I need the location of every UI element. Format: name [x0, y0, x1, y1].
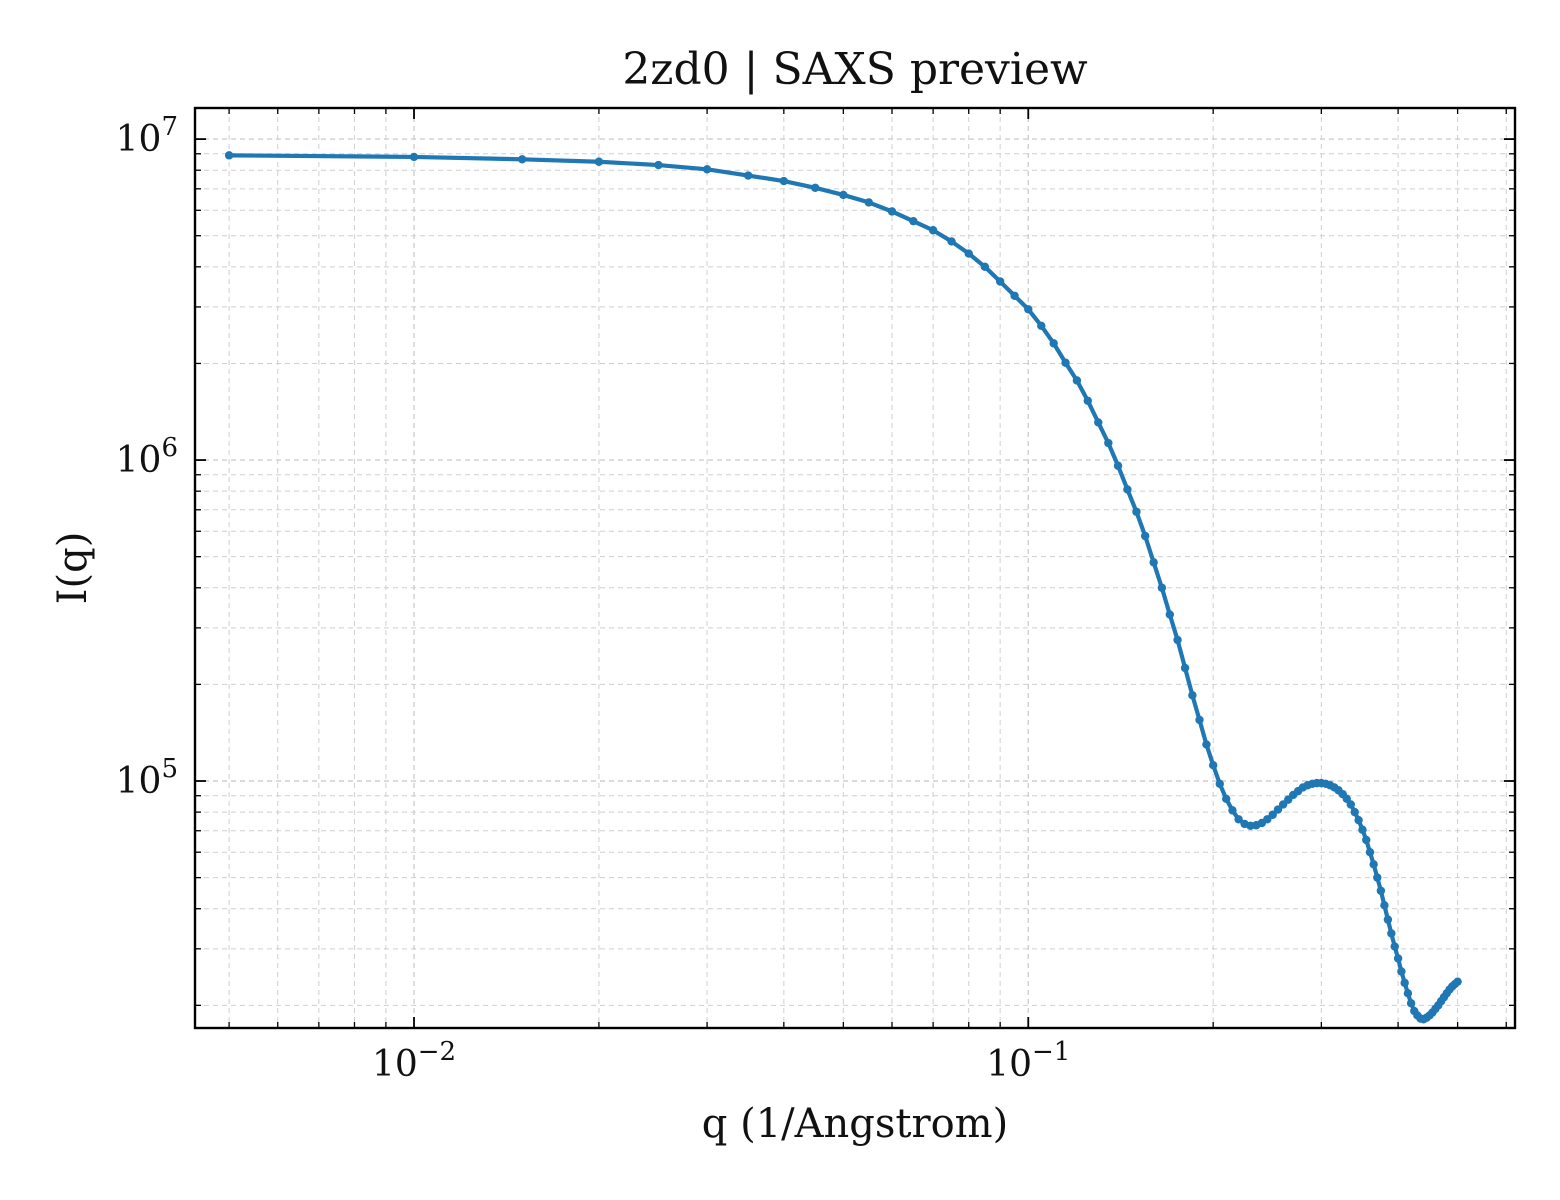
data-point — [1406, 999, 1416, 1008]
data-point — [1010, 291, 1019, 300]
data-point — [409, 152, 419, 162]
data-point — [1358, 825, 1367, 834]
data-point — [909, 216, 918, 226]
data-point — [1268, 810, 1277, 819]
data-point — [1037, 321, 1046, 331]
data-point — [1188, 691, 1197, 700]
data-point — [1123, 485, 1132, 494]
data-point — [1024, 305, 1033, 314]
data-point — [744, 171, 753, 180]
data-point — [1346, 800, 1355, 809]
data-point — [1228, 806, 1237, 815]
data-point — [1140, 531, 1150, 541]
data-point — [1380, 901, 1389, 910]
x-tick-label: 10−1 — [986, 1037, 1070, 1085]
data-point — [1165, 610, 1175, 619]
data-point — [779, 176, 789, 186]
data-point — [1061, 358, 1070, 367]
data-point — [1113, 461, 1123, 470]
data-point — [1180, 663, 1190, 673]
data-point — [839, 190, 848, 200]
data-point — [995, 277, 1005, 286]
series-layer — [224, 151, 1462, 1024]
x-tick-label: 10−2 — [372, 1037, 456, 1085]
data-point — [1149, 558, 1158, 567]
data-point — [1354, 815, 1363, 825]
data-point — [1390, 942, 1399, 951]
y-tick-label: 105 — [116, 754, 178, 802]
y-axis-label: I(q) — [50, 532, 96, 605]
data-point — [1383, 915, 1393, 924]
data-point — [1369, 860, 1378, 869]
data-point — [1072, 376, 1082, 385]
data-point — [1132, 507, 1141, 516]
grid — [195, 108, 1515, 1028]
data-point — [1195, 715, 1204, 725]
chart-title: 2zd0 | SAXS preview — [622, 44, 1088, 95]
data-point — [224, 151, 234, 160]
data-point — [654, 160, 663, 170]
data-point — [1453, 977, 1462, 986]
data-point — [1403, 989, 1413, 998]
data-point — [928, 226, 938, 235]
x-axis-label: q (1/Angstrom) — [702, 1101, 1008, 1147]
data-point — [1273, 805, 1283, 814]
data-point — [1373, 873, 1382, 882]
data-point — [1208, 761, 1218, 770]
data-point — [1397, 967, 1406, 976]
data-point — [1083, 396, 1092, 405]
data-point — [594, 157, 604, 166]
data-point — [1365, 848, 1375, 857]
data-point — [1393, 954, 1403, 963]
data-point — [980, 262, 990, 272]
data-point — [702, 165, 712, 174]
data-point — [517, 155, 527, 164]
data-point — [1376, 886, 1386, 895]
data-point — [1362, 835, 1371, 845]
data-point — [1234, 815, 1243, 824]
y-tick-label: 107 — [116, 112, 178, 160]
data-point — [947, 237, 956, 246]
data-point — [1387, 929, 1396, 938]
data-point — [1215, 779, 1224, 789]
y-tick-label: 106 — [116, 433, 178, 481]
plot-frame — [193, 106, 1517, 1030]
data-point — [1350, 807, 1359, 817]
data-point — [1094, 418, 1103, 427]
data-point — [864, 198, 873, 207]
data-point — [887, 207, 897, 216]
data-point — [1221, 794, 1231, 804]
data-point — [1049, 339, 1058, 348]
data-point — [1202, 740, 1211, 749]
data-point — [811, 183, 820, 193]
data-point — [1157, 583, 1167, 592]
data-point — [1104, 438, 1113, 448]
data-point — [1173, 635, 1182, 645]
ticks: 10−2 10−1 105 106 107 — [116, 108, 1515, 1085]
data-point — [964, 249, 973, 258]
data-point — [1400, 978, 1409, 988]
